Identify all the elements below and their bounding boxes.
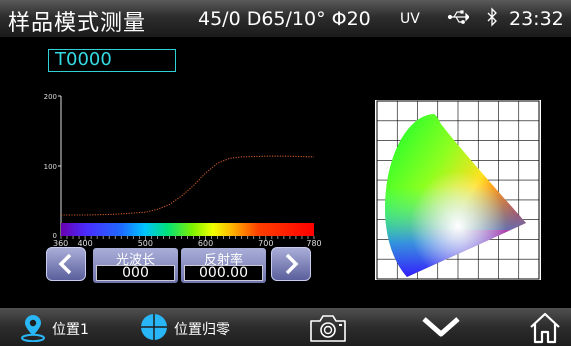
spectrum-x-tick-label: 400 [77, 239, 92, 248]
spectrum-x-tick-label: 700 [258, 239, 273, 248]
globe-icon [141, 314, 167, 340]
spectrum-color-band [61, 223, 314, 236]
position-reset-label: 位置归零 [174, 322, 230, 338]
cie-y-tick-label: 0.9 [366, 99, 373, 105]
previous-button[interactable] [46, 247, 86, 281]
cie-x-tick-label: 0.3 [434, 281, 441, 287]
cie-x-tick-label: 0.2 [414, 281, 421, 287]
cie-y-tick-label: 0.8 [366, 119, 373, 125]
cie-y-tick-label: 0.2 [366, 237, 373, 243]
cie-y-tick-label: 0.5 [366, 178, 373, 184]
spectrum-x-tick-label: 600 [198, 239, 213, 248]
spectrum-chart: 200 100 0 360 400 500 600 700 780 [44, 93, 322, 248]
measurement-params: 45/0 D65/10° Φ20 [198, 8, 371, 30]
camera-icon [310, 315, 346, 342]
cie-x-tick-label: 0.6 [495, 281, 502, 287]
cie-x-tick-label: 0.7 [515, 281, 522, 287]
spectrum-x-tick-label: 500 [138, 239, 153, 248]
collapse-button[interactable] [420, 308, 462, 346]
screen-title: 样品模式测量 [8, 11, 147, 36]
reflectance-field: 反射率 000.00 [181, 248, 266, 283]
bluetooth-icon [486, 7, 498, 31]
wavelength-label: 光波长 [115, 253, 155, 268]
cie-y-tick-label: 0.7 [366, 139, 373, 145]
position1-button[interactable]: 位置1 [20, 308, 120, 346]
chevron-down-icon [422, 317, 460, 337]
uv-indicator: UV [400, 11, 420, 27]
usb-icon [447, 8, 470, 30]
next-button[interactable] [271, 247, 311, 281]
camera-button[interactable] [308, 308, 348, 346]
reflectance-curve [61, 155, 315, 216]
position1-label: 位置1 [52, 322, 89, 338]
home-icon [530, 312, 560, 344]
sample-id-field[interactable]: T0000 [48, 49, 176, 72]
cie-y-tick-label: 0.4 [366, 198, 373, 204]
spectrum-x-tick-label: 780 [306, 239, 321, 248]
bottom-toolbar: 位置1 位置归零 [0, 308, 571, 346]
spectrum-x-tick-label: 360 [53, 239, 68, 248]
cie-x-tick-label: 0.4 [454, 281, 461, 287]
spectrum-y-tick-label: 0 [53, 232, 57, 240]
cie-y-tick-label: 0.3 [366, 218, 373, 224]
chevron-right-icon [285, 253, 299, 275]
wavelength-field: 光波长 000 [93, 248, 178, 283]
chevron-left-icon [58, 253, 72, 275]
cie-y-tick-label: 0.1 [366, 257, 373, 263]
reflectance-label: 反射率 [203, 253, 243, 268]
cie-chromaticity-diagram: 0.9 0.8 0.7 0.6 0.5 0.4 0.3 0.2 0.1 0.1 0.2 0.3 0.4… [366, 99, 543, 287]
cie-x-tick-label: 0.1 [394, 281, 401, 287]
spectrum-y-tick-label: 100 [44, 163, 57, 171]
reflectance-value: 000.00 [184, 265, 263, 281]
wavelength-value: 000 [96, 265, 175, 281]
spectrum-y-tick-label: 200 [44, 93, 57, 101]
position-reset-button[interactable]: 位置归零 [140, 308, 265, 346]
cie-y-tick-label: 0.6 [366, 158, 373, 164]
status-bar: 样品模式测量 45/0 D65/10° Φ20 UV 23:32 [0, 0, 571, 37]
location-pin-icon [21, 315, 45, 342]
cie-x-tick-label: 0.5 [475, 281, 482, 287]
home-button[interactable] [528, 308, 562, 346]
clock: 23:32 [509, 8, 564, 30]
cie-x-tick-label: 0.8 [535, 281, 542, 287]
